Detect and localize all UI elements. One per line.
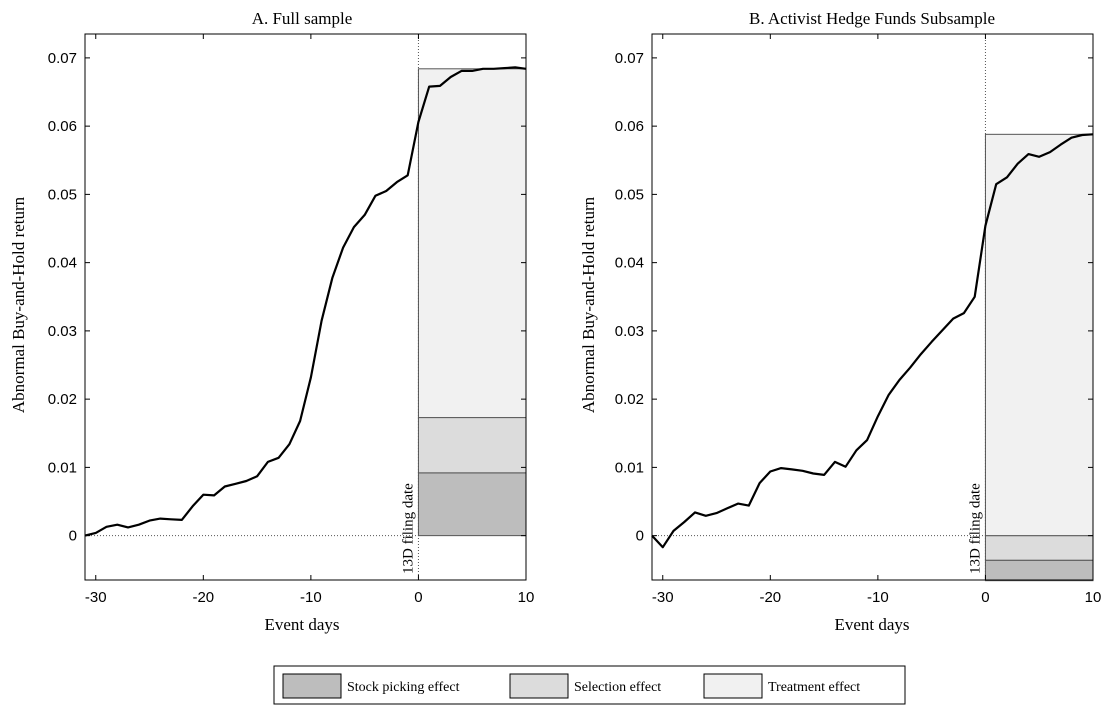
panel-b-y-tick-label: 0.01 [615,459,644,476]
legend-label-stock-picking: Stock picking effect [347,680,460,695]
panel-a-y-tick-label: 0.04 [48,255,77,272]
panel-a-x-tick-label: -10 [300,589,322,606]
panel-a-y-tick-label: 0.03 [48,323,77,340]
legend-swatch-stock-picking [282,673,342,699]
panel-b-title: B. Activist Hedge Funds Subsample [749,9,995,28]
panel-b-y-tick-label: 0.06 [615,118,644,135]
legend-swatch-treatment [703,673,763,699]
legend-label-treatment: Treatment effect [768,680,860,695]
panel-a: A. Full sample Event days Abnormal Buy-a… [9,9,534,634]
panel-b-x-tick-label: -30 [652,589,674,606]
panel-a-x-tick-label: -30 [85,589,107,606]
panel-b-y-tick-label: 0.07 [615,50,644,67]
panel-b-plot-area: 13D filing date 0 0.01 0.02 0.03 0.04 0.05 0.06… [615,33,1102,606]
panel-b-x-axis-label: Event days [834,615,909,634]
panel-a-plot-area: 13D filing date 0 0.01 0.02 0.03 0.04 0.05 0.06… [48,33,535,606]
panel-a-y-axis-label: Abnormal Buy-and-Hold return [9,196,28,413]
panel-a-y-tick-label: 0.05 [48,186,77,203]
panel-b-y-tick-label: 0.04 [615,255,644,272]
panel-b-bar-treatment [984,133,1094,537]
panel-a-annotation-13d: 13D filing date [400,483,416,574]
panel-a-bar-stock-picking [417,472,527,537]
panel-a-bar-treatment [417,68,527,419]
panel-a-x-tick-label: 10 [518,589,535,606]
panel-b-axes-box [651,33,1094,581]
panel-a-y-tick-label: 0.01 [48,459,77,476]
legend-label-selection: Selection effect [574,680,661,695]
panel-a-bar-selection [417,417,527,474]
panel-b-series-line [651,133,1094,549]
panel-a-y-tick-label: 0.06 [48,118,77,135]
panel-a-x-tick-label: -20 [192,589,214,606]
panel-b-x-tick-label: 0 [981,589,989,606]
panel-b-y-tick-label: 0.02 [615,391,644,408]
panel-a-x-axis-label: Event days [264,615,339,634]
panel-b-x-tick-label: 10 [1085,589,1102,606]
panel-a-y-tick-label: 0.07 [48,50,77,67]
panel-b-x-tick-label: -20 [759,589,781,606]
panel-b-y-tick-label: 0 [636,528,644,545]
panel-a-axes-box [84,33,527,581]
panel-b-x-tick-label: -10 [867,589,889,606]
panel-a-series-line [84,66,527,537]
panel-a-x-tick-label: 0 [414,589,422,606]
legend: Stock picking effect Selection effect Tr… [273,665,906,705]
panel-b: B. Activist Hedge Funds Subsample Event … [579,9,1101,634]
panel-b-bar-stock-picking [984,559,1094,582]
panel-b-y-axis-label: Abnormal Buy-and-Hold return [579,196,598,413]
panel-a-y-tick-label: 0 [69,528,77,545]
legend-box [273,665,906,705]
legend-swatch-selection [509,673,569,699]
panel-b-bar-selection [984,535,1094,561]
panel-b-y-tick-label: 0.03 [615,323,644,340]
panel-a-title: A. Full sample [252,9,353,28]
panel-b-annotation-13d: 13D filing date [967,483,983,574]
panel-b-y-tick-label: 0.05 [615,186,644,203]
panel-a-y-tick-label: 0.02 [48,391,77,408]
